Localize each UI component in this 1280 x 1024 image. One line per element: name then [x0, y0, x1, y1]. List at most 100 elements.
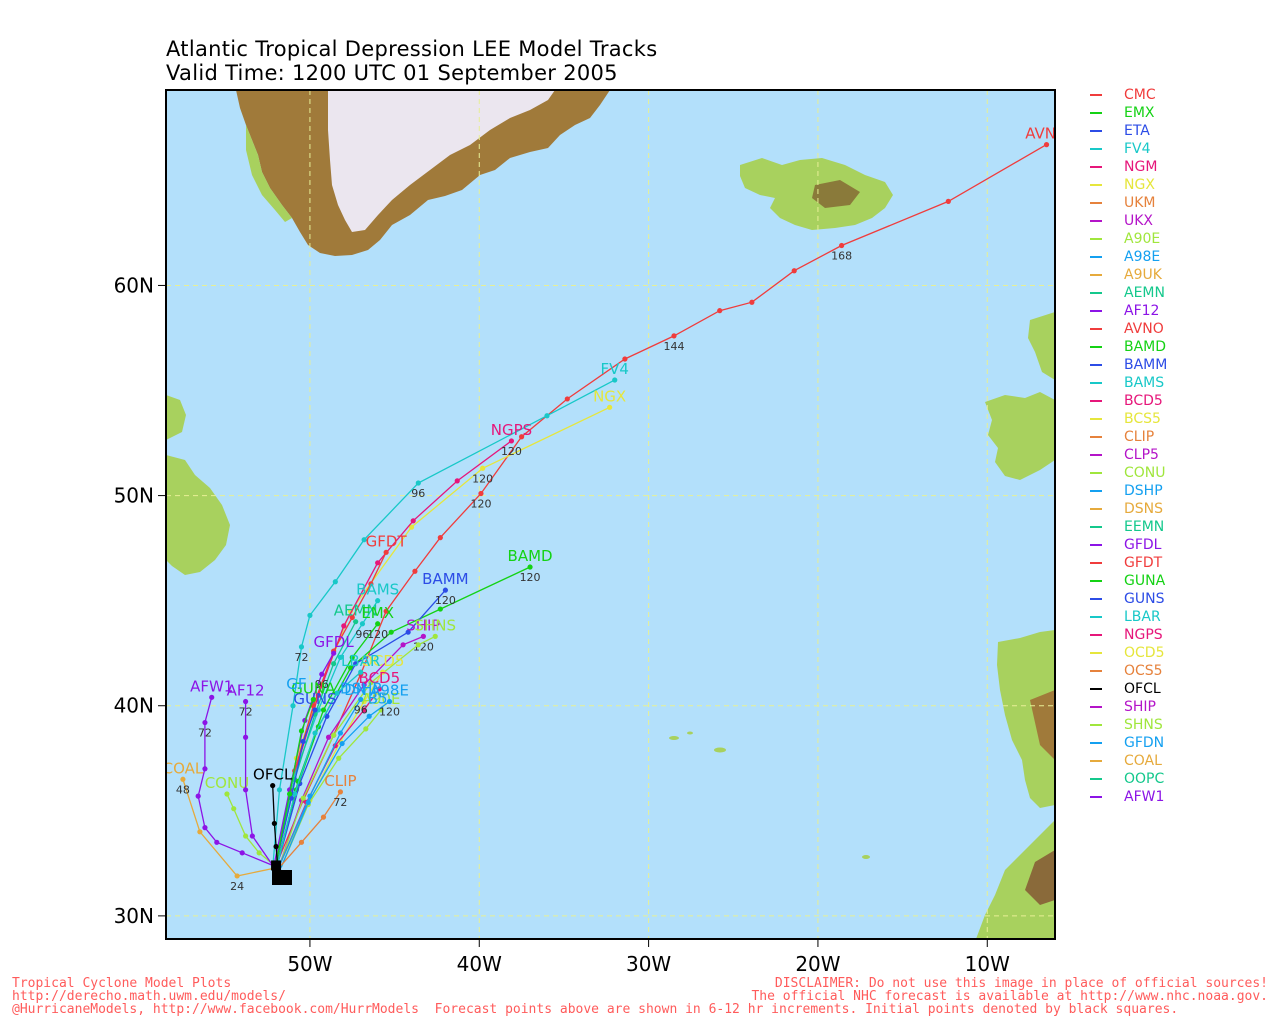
forecast-point — [312, 707, 318, 713]
legend-label: BCS5 — [1124, 411, 1161, 427]
track-end-label: FV4 — [601, 360, 629, 378]
legend-item-ofcl: OFCL — [1090, 680, 1167, 698]
morocco — [976, 820, 1055, 939]
legend-item-fv4: FV4 — [1090, 140, 1167, 158]
forecast-point — [319, 671, 325, 677]
legend-label: BAMD — [1124, 339, 1167, 355]
legend-item-bams: BAMS — [1090, 374, 1167, 392]
track-end-label: NGX — [593, 387, 626, 405]
track-line — [273, 440, 512, 866]
track-end-label: DSHP — [340, 679, 381, 697]
track-line — [272, 379, 616, 868]
legend-swatch — [1090, 562, 1102, 564]
track-end-label: LBAR — [341, 652, 380, 670]
legend-item-af12: AF12 — [1090, 302, 1167, 320]
forecast-hour-label: 120 — [501, 445, 522, 458]
forecast-point — [242, 787, 249, 793]
forecast-point — [334, 690, 340, 696]
azores-3 — [687, 731, 693, 735]
forecast-point — [288, 795, 294, 801]
forecast-point — [415, 642, 421, 648]
forecast-hour-label: 96 — [315, 678, 329, 691]
legend-swatch — [1090, 724, 1102, 726]
bermuda — [272, 870, 292, 885]
forecast-point — [839, 242, 845, 249]
legend-label: A9UK — [1124, 267, 1162, 283]
legend-item-ukm: UKM — [1090, 194, 1167, 212]
legend-swatch — [1090, 382, 1102, 384]
legend-label: OCS5 — [1124, 663, 1163, 679]
track-dshp: DSHP 96 — [278, 679, 381, 866]
legend-label: BAMM — [1124, 357, 1168, 373]
track-line — [275, 699, 314, 864]
track-end-label: AVNO — [1025, 125, 1068, 143]
track-end-label: GFDT — [366, 532, 408, 550]
track-avno: AVNO 120 144 168 — [277, 125, 1068, 862]
landmasses — [166, 90, 1055, 939]
forecast-point — [412, 568, 418, 574]
forecast-point — [420, 633, 426, 639]
forecast-point — [375, 598, 381, 604]
forecast-point — [454, 478, 460, 484]
legend-item-clip: CLIP — [1090, 428, 1167, 446]
forecast-point — [331, 732, 337, 738]
legend-swatch — [1090, 454, 1102, 456]
legend-label: EEMN — [1124, 519, 1165, 535]
legend-item-ocd5: OCD5 — [1090, 644, 1167, 662]
track-line — [197, 697, 273, 867]
forecast-point — [480, 465, 486, 471]
track-end-label: CLIP — [324, 772, 356, 790]
legend-label: CLP5 — [1124, 447, 1159, 463]
legend-swatch — [1090, 634, 1102, 636]
forecast-point — [388, 629, 394, 635]
forecast-point — [325, 734, 332, 740]
forecast-point — [380, 669, 386, 675]
forecast-point — [612, 377, 618, 383]
forecast-point — [195, 793, 201, 799]
forecast-point — [209, 694, 215, 700]
track-ship: SHIP 120 — [278, 616, 441, 866]
forecast-point — [242, 734, 249, 740]
forecast-point — [298, 728, 305, 734]
legend-item-shns: SHNS — [1090, 716, 1167, 734]
legend-label: NGX — [1124, 177, 1155, 193]
forecast-point — [400, 642, 406, 648]
legend-swatch — [1090, 436, 1102, 438]
forecast-point — [366, 713, 372, 719]
legend-label: GFDL — [1124, 537, 1162, 553]
forecast-point — [300, 738, 306, 745]
track-a98e: A98E 120 — [280, 682, 409, 868]
legend-label: UKM — [1124, 195, 1156, 211]
forecast-point — [271, 820, 277, 827]
forecast-point — [287, 791, 293, 797]
legend-item-bcs5: BCS5 — [1090, 410, 1167, 428]
forecast-point — [305, 799, 311, 806]
forecast-point — [234, 873, 240, 879]
track-end-label: AFW1 — [190, 677, 233, 695]
forecast-point — [442, 587, 448, 593]
madeira — [862, 855, 870, 859]
track-clip: CLIP 72 — [280, 772, 357, 866]
forecast-hour-label: 120 — [520, 571, 541, 584]
forecast-point — [202, 766, 208, 772]
forecast-point — [290, 703, 296, 709]
forecast-point — [337, 654, 344, 661]
forecast-hour-label: 72 — [294, 651, 308, 664]
legend-label: NGM — [1124, 159, 1158, 175]
legend-swatch — [1090, 112, 1102, 114]
atlas-mountains — [1025, 850, 1055, 905]
legend-label: OFCL — [1124, 681, 1161, 697]
forecast-point — [256, 850, 262, 856]
forecast-point — [337, 789, 344, 795]
forecast-hour-label: 120 — [470, 497, 491, 510]
legend-swatch — [1090, 94, 1102, 96]
footer-link[interactable]: http://derecho.math.uwm.edu/models/ — [12, 989, 286, 1004]
forecast-hour-label: 96 — [411, 487, 425, 500]
legend-swatch — [1090, 310, 1102, 312]
forecast-point — [437, 606, 443, 612]
legend-item-bamm: BAMM — [1090, 356, 1167, 374]
legend-label: A90E — [1124, 231, 1161, 247]
legend-swatch — [1090, 166, 1102, 168]
legend-swatch — [1090, 778, 1102, 780]
forecast-point — [180, 776, 186, 782]
